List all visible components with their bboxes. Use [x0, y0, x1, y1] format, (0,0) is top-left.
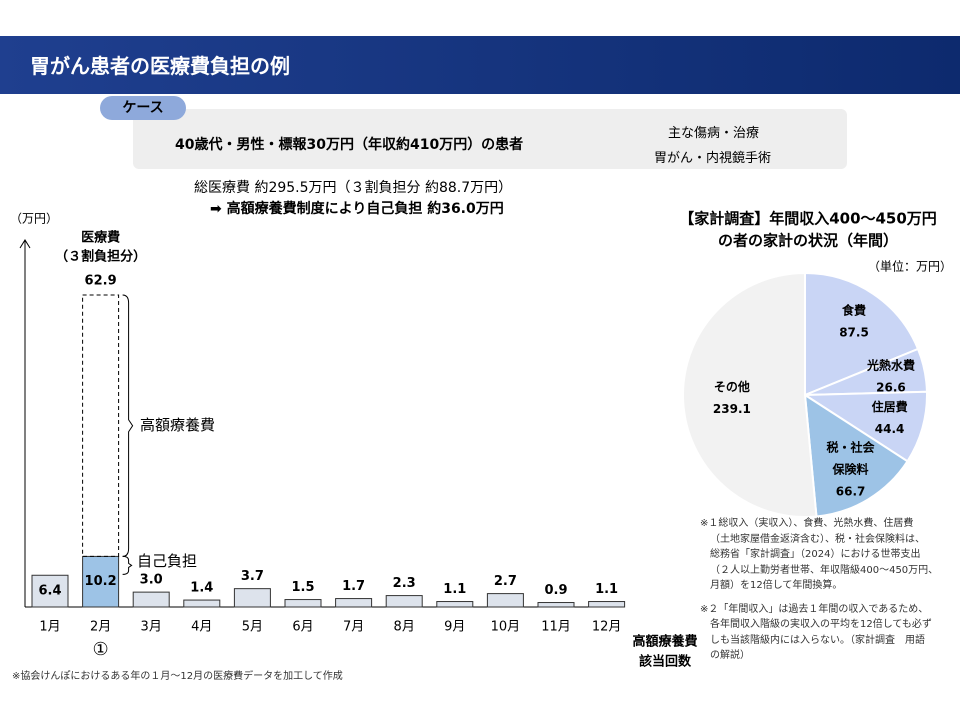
pie-slice — [682, 271, 818, 518]
marker: ① — [93, 639, 109, 660]
value-label: 10.2 — [85, 574, 117, 589]
bar — [284, 599, 322, 608]
pie-unit: （単位：万円） — [868, 259, 952, 274]
brace — [122, 555, 133, 575]
bar — [486, 593, 524, 608]
case-patient: 40歳代・男性・標報30万円（年収約410万円）の患者 — [175, 137, 524, 153]
slice-label: 光熱水費 — [866, 357, 915, 372]
total-bar — [82, 294, 120, 557]
x-tick-label: 7月 — [343, 620, 364, 635]
case-box — [133, 109, 847, 169]
x-tick-label: 9月 — [444, 620, 465, 635]
case-tag: ケース — [100, 96, 186, 120]
x-tick-label: 1月 — [39, 620, 60, 635]
total-label: 62.9 — [85, 274, 117, 289]
bar — [233, 588, 271, 608]
slice-value: 239.1 — [713, 402, 751, 416]
bar — [385, 595, 423, 608]
value-label: 2.7 — [494, 574, 517, 589]
slice-label: 食費 — [841, 303, 866, 318]
total-caption: （３割負担分） — [55, 249, 146, 265]
note-line: 各年間収入階級の実収入の平均を12倍しても必ず — [710, 619, 932, 630]
x-tick-label: 3月 — [141, 620, 162, 635]
disease-label: 主な傷病・治療 — [668, 126, 760, 141]
y-label: （万円） — [10, 212, 58, 226]
bar — [132, 591, 170, 608]
title: 胃がん患者の医療費負担の例 — [30, 54, 290, 78]
x-tick-label: 2月 — [90, 620, 111, 635]
summary: 総医療費 約295.5万円（３割負担分 約88.7万円） — [194, 180, 513, 196]
slice-value: 87.5 — [839, 326, 869, 340]
x-tick-label: 6月 — [292, 620, 313, 635]
x-tick-label: 5月 — [242, 620, 263, 635]
slice-label: 保険料 — [832, 462, 869, 477]
note-line: しも当該階級内には入らない。（家計調査 用語 — [710, 634, 925, 646]
note-line: 総務省「家計調査」（2024）における世帯支出 — [710, 549, 921, 560]
footnote: ※協会けんぽにおけるある年の１月～12月の医療費データを加工して作成 — [12, 671, 343, 682]
annotation: 高額療養費 — [140, 416, 215, 434]
brace — [122, 294, 134, 557]
x-tick-label: 10月 — [491, 620, 521, 635]
pie-slice — [803, 393, 909, 518]
bar — [82, 555, 120, 608]
x-tick-label: 8月 — [394, 620, 415, 635]
value-label: 1.1 — [443, 582, 466, 597]
slice-label: 住居費 — [872, 399, 908, 414]
axis-arrow — [19, 239, 31, 249]
bar — [588, 601, 626, 608]
value-label: 0.9 — [544, 583, 567, 598]
value-label: 3.0 — [140, 573, 163, 588]
count-label: 高額療養費 — [632, 634, 697, 650]
slice-label: その他 — [714, 379, 750, 394]
count-label: 該当回数 — [639, 654, 692, 670]
slice-label: 税・社会 — [827, 440, 876, 455]
bar — [183, 599, 221, 608]
pie-title: の者の家計の状況（年間） — [718, 232, 898, 250]
notes: ※１総収入（実収入）、食費、光熱水費、住居費 （土地家屋借金返済含む）、税・社会保… — [700, 516, 956, 672]
note-line: 月額）を12倍して年間換算。 — [710, 580, 843, 591]
summary: ➡ 高額療養費制度により自己負担 約36.0万円 — [210, 201, 504, 217]
x-tick-label: 4月 — [191, 620, 212, 635]
bar — [335, 598, 373, 608]
note: ※２「年間収入」は過去１年間の収入であるため、各年間収入階級の実収入の平均を12… — [700, 602, 956, 664]
pie-slice — [804, 271, 920, 397]
note-line: ※１総収入（実収入）、食費、光熱水費、住居費 — [700, 518, 914, 529]
value-label: 3.7 — [241, 569, 264, 584]
slice-value: 26.6 — [876, 380, 906, 394]
value-label: 2.3 — [393, 576, 416, 591]
value-label: 1.1 — [595, 582, 618, 597]
value-label: 1.4 — [190, 581, 213, 596]
note: ※１総収入（実収入）、食費、光熱水費、住居費 （土地家屋借金返済含む）、税・社会保… — [700, 516, 956, 594]
slice-value: 66.7 — [836, 485, 866, 499]
note-line: の解説） — [710, 650, 750, 661]
value-label: 1.7 — [342, 579, 365, 594]
note-line: ※２「年間収入」は過去１年間の収入であるため、 — [700, 603, 929, 615]
annotation: 自己負担 — [137, 552, 197, 570]
pie-title: 【家計調査】年間収入400～450万円 — [679, 210, 937, 228]
bar — [436, 601, 474, 608]
disease: 胃がん・内視鏡手術 — [654, 151, 772, 166]
value-label: 6.4 — [38, 584, 61, 599]
header: 胃がん患者の医療費負担の例 — [0, 36, 960, 94]
note-line: （２人以上勤労者世帯、年収階級400～450万円、 — [710, 564, 939, 576]
note-line: （土地家屋借金返済含む）、税・社会保険料は、 — [710, 533, 925, 545]
slice-value: 44.4 — [875, 422, 905, 436]
x-tick-label: 12月 — [592, 620, 622, 635]
x-tick-label: 11月 — [541, 620, 571, 635]
bar — [537, 602, 575, 608]
total-caption: 医療費 — [81, 230, 120, 246]
value-label: 1.5 — [291, 580, 314, 595]
bar — [31, 574, 69, 608]
